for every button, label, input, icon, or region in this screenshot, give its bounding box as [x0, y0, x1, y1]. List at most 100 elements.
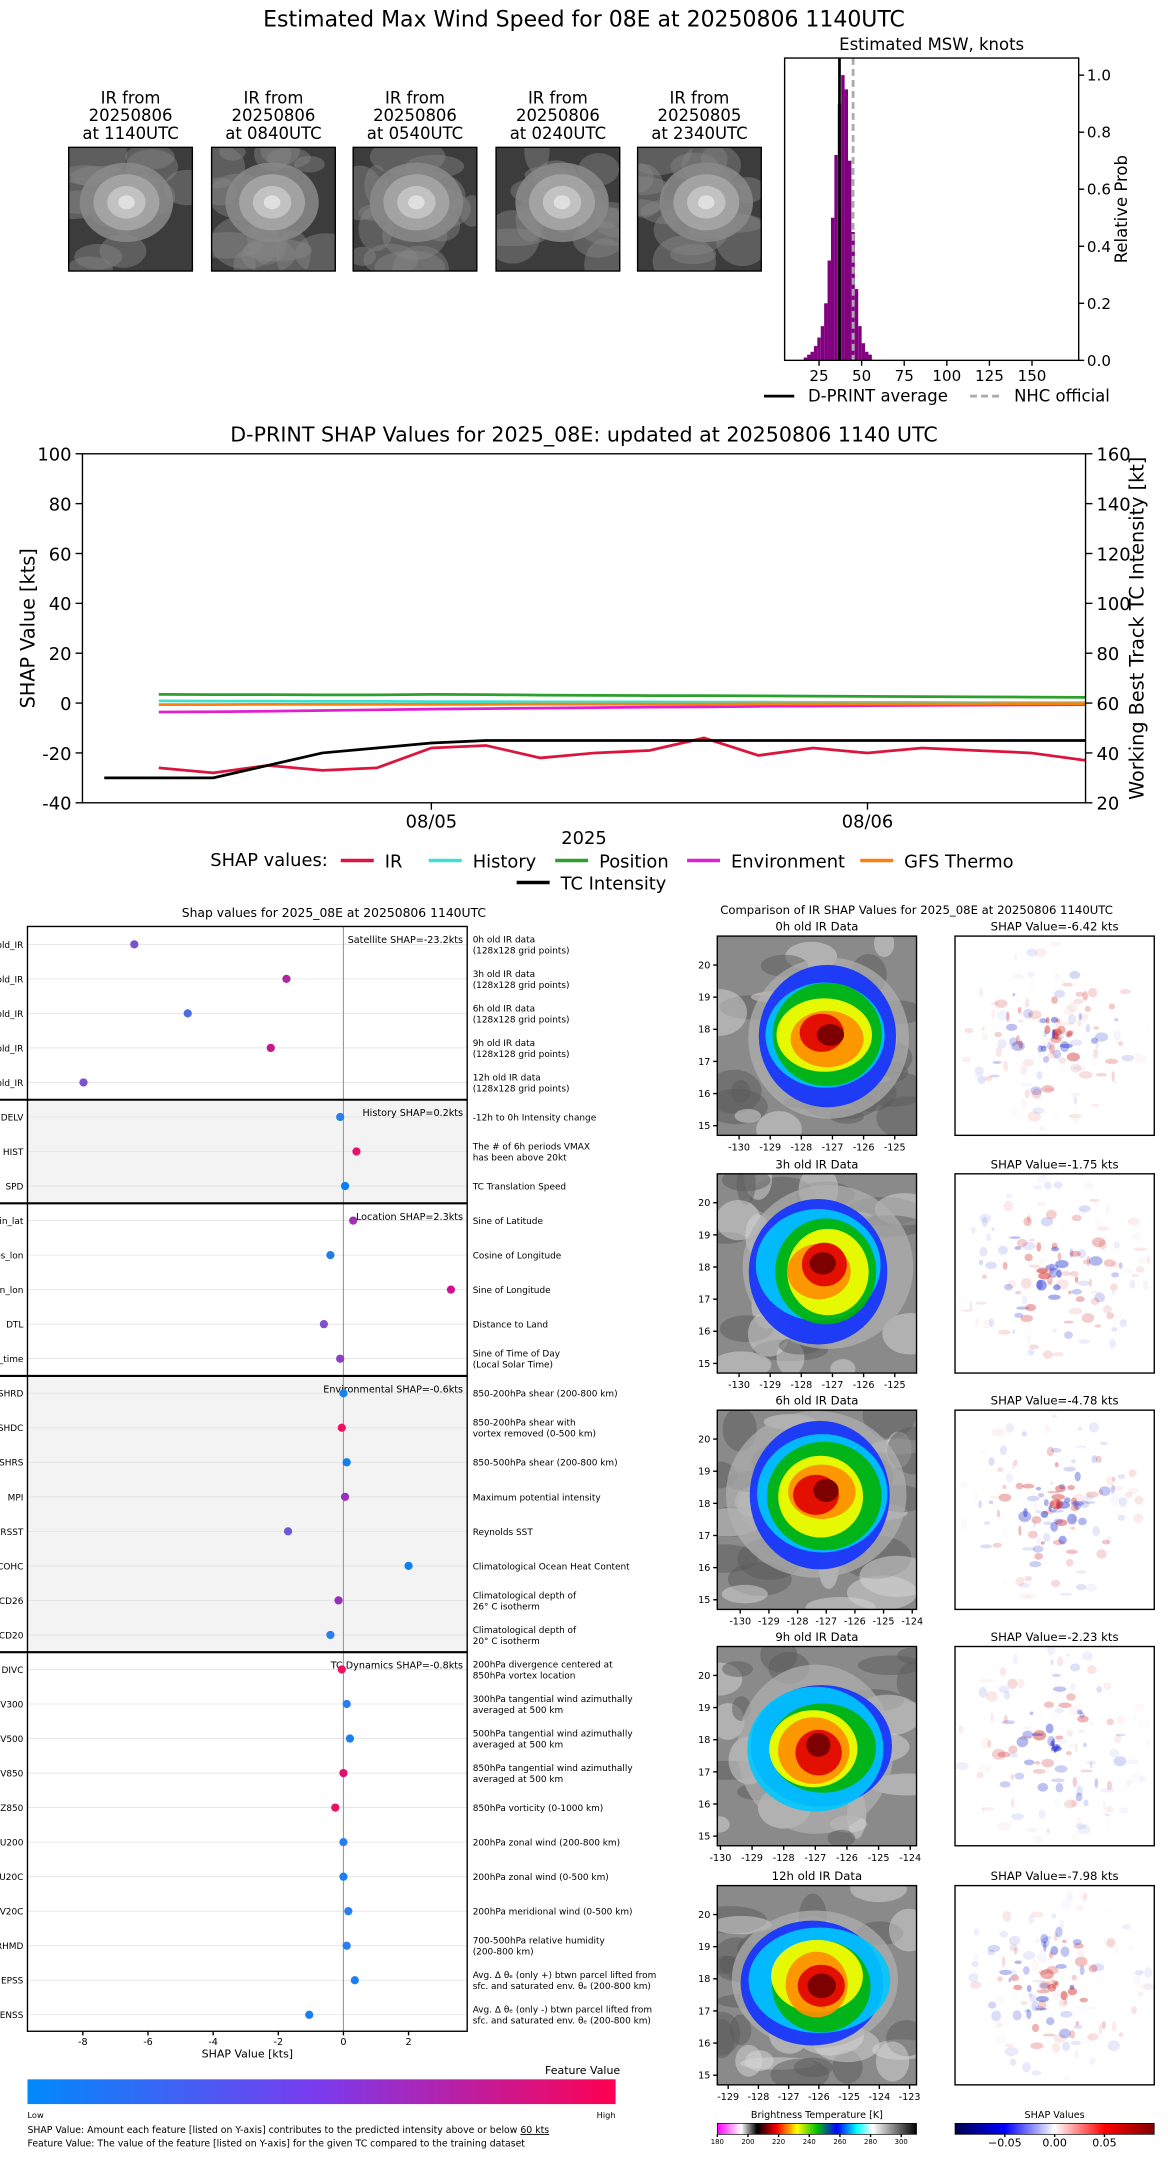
feature-description: 3h old IR data	[473, 970, 535, 980]
ir-frame	[716, 1173, 918, 1374]
shap-map	[955, 1410, 1155, 1610]
feature-description: Reynolds SST	[473, 1528, 534, 1538]
shap-blob	[1054, 989, 1066, 998]
shap-blob	[992, 1060, 1002, 1064]
shap-blob	[1095, 1219, 1098, 1228]
y-tick-label: 0.6	[1087, 181, 1111, 199]
shap-blob	[1051, 1673, 1062, 1678]
shap-blob	[1024, 2009, 1030, 2013]
shap-blob	[974, 1066, 984, 1076]
shap-blob	[1079, 1500, 1090, 1508]
feature-name: Z850	[0, 1804, 23, 1814]
shap-blob	[1057, 1025, 1066, 1035]
shap-blob	[1039, 1982, 1050, 1989]
hist-bar	[861, 343, 866, 361]
shap-blob	[975, 1301, 988, 1305]
shap-blob	[1014, 1772, 1025, 1780]
shap-blob	[991, 1009, 996, 1019]
x-tick-label: 100	[932, 367, 961, 385]
y-tick-label: -40	[42, 794, 71, 815]
x-tick-label: 2	[406, 2037, 412, 2048]
shap-dot	[342, 1699, 351, 1709]
feature-name: ENSS	[0, 2011, 24, 2021]
ir-image	[717, 1646, 917, 1846]
shap-blob	[1052, 1989, 1059, 2000]
plot-frame	[26, 925, 468, 2032]
shap-blob	[1026, 1828, 1037, 1833]
shap-blob	[976, 1772, 984, 1779]
shap-blob	[1055, 1260, 1069, 1269]
shap-blob	[1033, 1519, 1036, 1528]
shap-map	[955, 936, 1155, 1136]
shap-blob	[985, 1261, 997, 1270]
shap-frame	[954, 1645, 1155, 1847]
shap-blob	[1031, 1516, 1042, 1524]
y-tick-label: 0	[60, 694, 71, 715]
shap-blob	[1015, 1576, 1025, 1587]
shap-blob	[1027, 1334, 1031, 1344]
shap-blob	[1105, 1205, 1109, 1214]
shap-blob	[1052, 1328, 1057, 1333]
shap-blob	[992, 1542, 1002, 1548]
y-tick-label: 0.0	[1087, 352, 1111, 370]
feature-description: (128x128 grid points)	[473, 981, 570, 991]
y2-tick-label: 100	[1097, 594, 1131, 615]
feature-name: sin_local_time	[0, 1355, 24, 1365]
shap-blob	[1059, 1919, 1065, 1930]
group-label: Location SHAP=2.3kts	[356, 1212, 463, 1223]
shap-dot	[283, 1527, 293, 1536]
shap-blob	[997, 1976, 1003, 1982]
shap-blob	[1046, 1446, 1055, 1457]
shap-blob	[1048, 1505, 1052, 1512]
shap-blob	[1011, 1106, 1019, 1117]
y-tick-label: 20	[698, 1910, 710, 1921]
hist-bar	[813, 346, 818, 361]
shap-blob	[1018, 1040, 1023, 1049]
shap-blob	[1012, 974, 1024, 979]
shap-blob	[1084, 1005, 1091, 1012]
x-tick-label: -124	[868, 2092, 890, 2103]
x-tick-label: 0	[340, 2037, 346, 2048]
shap-blob	[1096, 1549, 1107, 1559]
x-tick-label: -127	[778, 2092, 800, 2103]
shap-blob	[1043, 1499, 1049, 1507]
shap-blob	[1053, 1506, 1060, 1510]
hist-bar	[827, 260, 831, 361]
shap-blob	[1049, 1043, 1055, 1054]
shap-blob	[1046, 1966, 1059, 1975]
shap-blob	[1117, 1514, 1125, 1521]
shap-blob	[1035, 1938, 1040, 1944]
shap-blob	[1074, 1119, 1079, 1125]
shap-blob	[1087, 1664, 1097, 1675]
shap-blob	[1111, 1289, 1115, 1296]
shap-blob	[1054, 1461, 1059, 1468]
y-tick-label: 100	[37, 445, 71, 466]
shap-blob	[1012, 992, 1016, 997]
y-tick-label: 17	[698, 1531, 710, 1542]
thumbnail-label: at 0840UTC	[225, 124, 321, 143]
shap-blob	[1040, 1934, 1049, 1944]
shap-blob	[1040, 1510, 1049, 1518]
shap-blob	[977, 1075, 986, 1085]
shap-blob	[1018, 1511, 1032, 1523]
shap-blob	[1060, 2010, 1073, 2018]
shap-blob	[1095, 1032, 1109, 1042]
shap-blob	[1028, 1264, 1041, 1268]
feature-description: Distance to Land	[473, 1321, 548, 1331]
shap-blob	[1047, 1983, 1057, 1992]
note: Feature Value: The value of the feature …	[27, 2139, 525, 2150]
y-axis-label: SHAP Value [kts]	[16, 548, 39, 708]
shap-blob	[1037, 1490, 1045, 1499]
ir-image	[717, 1885, 917, 2085]
shap-blob	[1045, 1017, 1050, 1024]
shap-blob	[1060, 1592, 1073, 1596]
cloud-core	[118, 195, 135, 210]
shap-blob	[1027, 1012, 1032, 1017]
shap-blob	[1098, 1489, 1104, 1496]
shap-blob	[961, 1519, 967, 1530]
shap-blob	[1119, 1319, 1127, 1328]
x-tick-label: -129	[759, 1380, 781, 1391]
feature-name: U200	[0, 1839, 24, 1849]
shap-blob	[983, 1521, 991, 1525]
shap-blob	[1115, 1733, 1126, 1737]
